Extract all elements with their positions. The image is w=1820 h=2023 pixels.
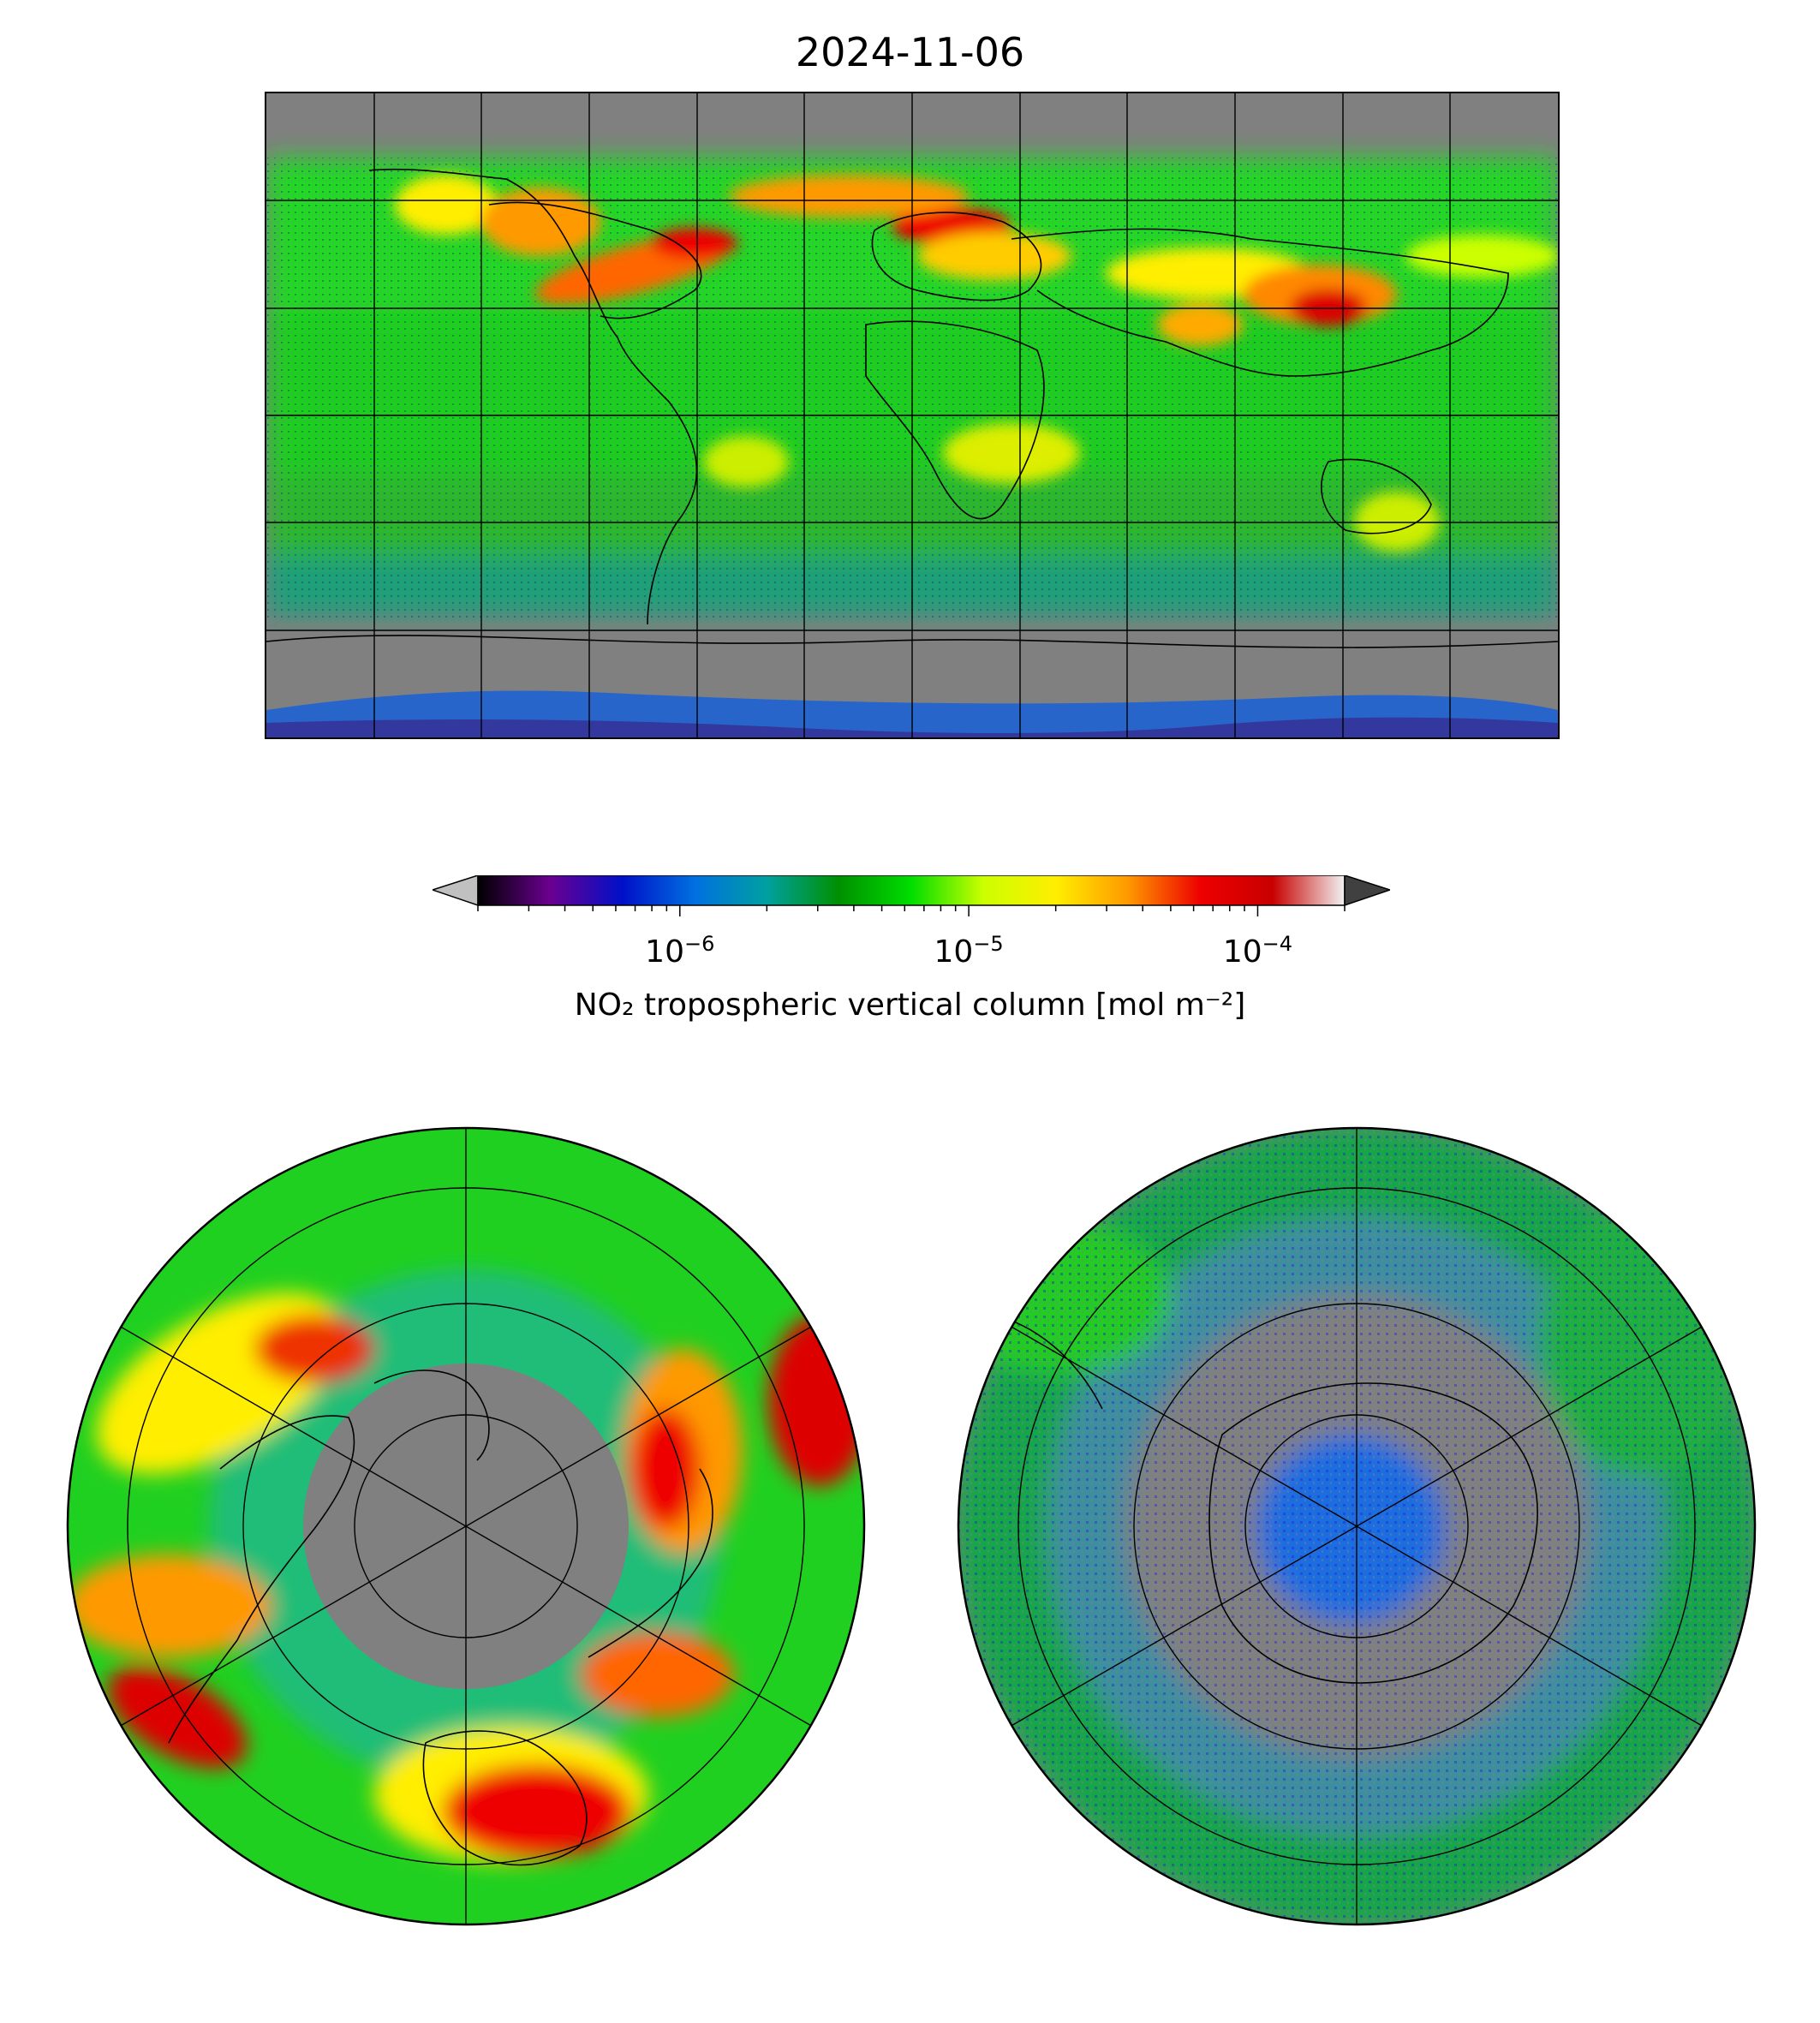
north-coastlines [168, 1370, 713, 1866]
graticule [266, 93, 1558, 737]
pollution-hotspots [395, 175, 1558, 552]
colorbar-tick-label: 10−4 [1222, 932, 1293, 970]
colorbar-under-triangle [430, 874, 479, 907]
colorbar-tick-label: 10−5 [934, 932, 1004, 970]
global-map-svg [266, 93, 1558, 737]
south-polar-map [957, 1126, 1757, 1926]
south-graticule [1009, 1128, 1704, 1925]
figure-title: 2024-11-06 [795, 29, 1025, 75]
north-graticule [118, 1128, 814, 1925]
colorbar-tick-label: 10−6 [645, 932, 715, 970]
colorbar: 10−6 10−5 10−4 [430, 874, 1393, 1038]
global-map [265, 92, 1560, 739]
colorbar-ticks [477, 905, 1346, 916]
colorbar-svg [430, 874, 1393, 916]
coastlines [266, 168, 1558, 648]
colorbar-over-triangle [1344, 874, 1393, 907]
north-polar-svg [66, 1126, 866, 1926]
south-polar-svg [957, 1126, 1757, 1926]
colorbar-label: NO₂ tropospheric vertical column [mol m⁻… [574, 988, 1246, 1023]
north-polar-map [66, 1126, 866, 1926]
colorbar-body [477, 874, 1346, 906]
